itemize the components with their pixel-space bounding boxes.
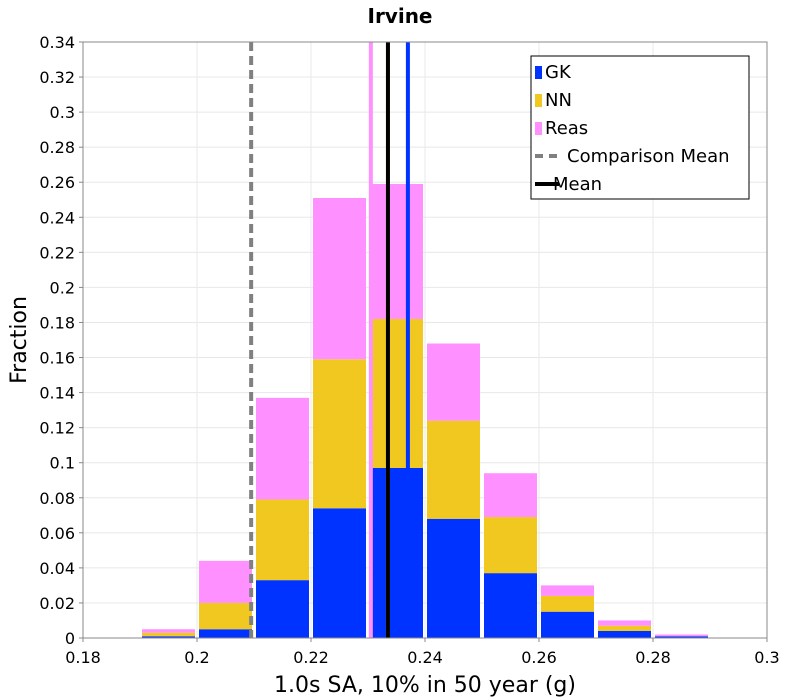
legend-swatch-gk: [535, 66, 542, 79]
y-tick-label: 0.3: [50, 103, 75, 122]
bar-gk-3: [256, 580, 309, 638]
y-tick-label: 0.12: [39, 419, 75, 438]
legend-label: GK: [545, 62, 572, 83]
legend-label: Mean: [553, 174, 602, 195]
legend: GK NN Reas Comparison Mean Mean: [530, 55, 750, 200]
bar-reas-10: [655, 634, 708, 637]
legend-label: Reas: [545, 118, 588, 139]
bar-reas-5: [370, 183, 423, 319]
y-tick-label: 0.28: [39, 138, 75, 157]
bar-reas-4: [313, 198, 366, 360]
x-tick-label: 0.24: [407, 648, 443, 667]
bar-gk-2: [199, 629, 252, 638]
bar-reas-7: [484, 473, 537, 518]
x-tick-label: 0.22: [293, 648, 329, 667]
bar-reas-3: [256, 397, 309, 500]
bars: [142, 183, 708, 638]
bar-gk-8: [541, 611, 594, 638]
bar-reas-6: [427, 343, 480, 421]
y-tick-label: 0.22: [39, 243, 75, 262]
legend-swatch-nn: [535, 94, 542, 107]
bar-gk-5: [370, 467, 423, 638]
bar-nn-5: [370, 318, 423, 468]
bar-reas-2: [199, 560, 252, 603]
y-tick-label: 0.24: [39, 208, 75, 227]
bar-nn-6: [427, 420, 480, 519]
bar-nn-9: [598, 625, 651, 631]
y-axis-label: Fraction: [7, 296, 32, 384]
bar-reas-9: [598, 620, 651, 626]
y-tick-label: 0.34: [39, 33, 75, 52]
y-tick-label: 0.06: [39, 524, 75, 543]
y-tick-label: 0.26: [39, 173, 75, 192]
x-tick-label: 0.26: [521, 648, 557, 667]
y-axis: 0 0.02 0.04 0.06 0.08 0.1 0.12 0.14 0.16 0.18 0.2 0…: [39, 33, 83, 648]
y-tick-label: 0.18: [39, 313, 75, 332]
legend-label: NN: [545, 90, 572, 111]
bar-gk-1: [142, 636, 195, 638]
bar-gk-10: [655, 636, 708, 638]
bar-reas-8: [541, 585, 594, 596]
x-tick-label: 0.2: [184, 648, 209, 667]
bar-gk-4: [313, 508, 366, 638]
bar-nn-4: [313, 359, 366, 509]
legend-box: [530, 55, 750, 200]
bar-nn-3: [256, 499, 309, 581]
bar-nn-1: [142, 632, 195, 637]
legend-swatch-reas: [535, 122, 542, 135]
bar-nn-2: [199, 602, 252, 630]
bar-nn-8: [541, 595, 594, 612]
x-tick-label: 0.3: [754, 648, 779, 667]
x-tick-label: 0.28: [635, 648, 671, 667]
legend-label: Comparison Mean: [567, 146, 730, 167]
y-tick-label: 0.04: [39, 559, 75, 578]
y-tick-label: 0: [65, 629, 75, 648]
y-tick-label: 0.32: [39, 68, 75, 87]
y-tick-label: 0.16: [39, 349, 75, 368]
mean-lines: [249, 42, 410, 638]
y-tick-label: 0.08: [39, 489, 75, 508]
bar-reas-1: [142, 629, 195, 633]
y-tick-label: 0.2: [50, 278, 75, 297]
y-tick-label: 0.02: [39, 594, 75, 613]
y-tick-label: 0.1: [50, 454, 75, 473]
x-axis-label: 1.0s SA, 10% in 50 year (g): [274, 673, 576, 698]
bar-gk-9: [598, 630, 651, 638]
bar-gk-6: [427, 518, 480, 638]
y-tick-label: 0.14: [39, 384, 75, 403]
bar-gk-7: [484, 573, 537, 638]
chart-title: Irvine: [368, 4, 433, 28]
x-tick-label: 0.18: [65, 648, 101, 667]
bar-nn-7: [484, 517, 537, 574]
x-axis: 0.18 0.2 0.22 0.24 0.26 0.28 0.3: [65, 638, 780, 667]
